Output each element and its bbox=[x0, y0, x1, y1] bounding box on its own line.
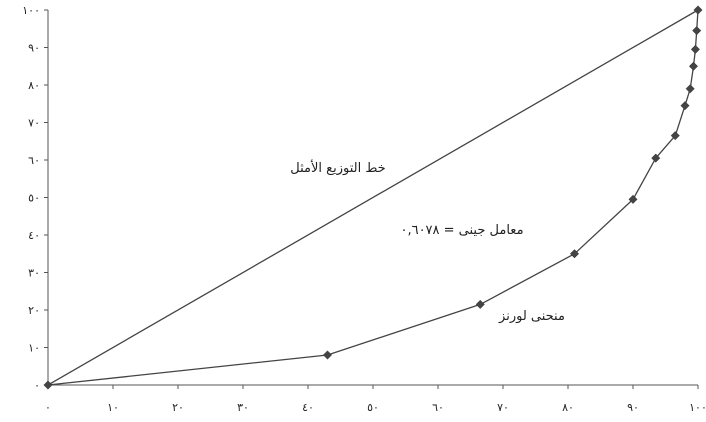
y-tick-label: ٩٠ bbox=[28, 42, 40, 55]
lorenz-point-marker bbox=[692, 26, 702, 36]
x-tick-label: ٩٠ bbox=[627, 401, 639, 414]
lorenz-point-marker bbox=[651, 153, 661, 163]
x-tick-label: ٣٠ bbox=[237, 401, 249, 414]
y-tick-label: ١٠٠ bbox=[22, 4, 40, 17]
lorenz-point-marker bbox=[688, 61, 699, 71]
lorenz-point-marker bbox=[43, 380, 53, 390]
lorenz-point-marker bbox=[685, 84, 695, 94]
x-tick-label: ٥٠ bbox=[367, 401, 379, 414]
y-tick-label: ٢٠ bbox=[28, 304, 40, 317]
lorenz-point-marker bbox=[690, 44, 700, 54]
y-tick-label: ٧٠ bbox=[28, 117, 40, 130]
lorenz-point-marker bbox=[628, 194, 638, 204]
y-tick-label: ٤٠ bbox=[28, 229, 40, 242]
equality-line-label: خط التوزيع الأمثل bbox=[290, 159, 385, 176]
y-tick-label: ١٠ bbox=[28, 342, 40, 355]
x-tick-label: ١٠ bbox=[107, 401, 119, 414]
x-tick-label: ٨٠ bbox=[562, 401, 574, 414]
y-tick-label: ٠ bbox=[34, 379, 40, 392]
x-tick-label: ٢٠ bbox=[172, 401, 184, 414]
x-tick-label: ١٠٠ bbox=[689, 401, 706, 414]
lorenz-point-marker bbox=[693, 5, 703, 15]
y-tick-label: ٥٠ bbox=[28, 192, 40, 205]
x-tick-label: ٦٠ bbox=[432, 401, 444, 414]
y-tick-label: ٨٠ bbox=[28, 79, 40, 92]
lorenz-point-marker bbox=[569, 249, 580, 259]
lorenz-point-marker bbox=[322, 350, 333, 360]
lorenz-point-marker bbox=[680, 101, 690, 111]
y-tick-label: ٦٠ bbox=[28, 154, 40, 167]
x-tick-label: ٧٠ bbox=[497, 401, 509, 414]
equality-line bbox=[47, 9, 699, 386]
x-tick-group: ٠ ١٠ ٢٠ ٣٠ ٤٠ ٥٠ ٦٠ ٧٠ ٨٠ ٩٠ ١٠٠ bbox=[45, 385, 706, 414]
y-tick-group: ٠ ١٠ ٢٠ ٣٠ ٤٠ ٥٠ ٦٠ ٧٠ ٨٠ ٩٠ ١٠٠ bbox=[22, 4, 48, 392]
lorenz-point-marker bbox=[475, 299, 485, 309]
y-tick-label: ٣٠ bbox=[28, 267, 40, 280]
annotation-layer: خط التوزيع الأمثل معامل جينى = ٠,٦٠٧٨ من… bbox=[290, 159, 565, 324]
x-tick-label: ٠ bbox=[45, 401, 51, 414]
lorenz-curve-label: منحنى لورنز bbox=[498, 309, 565, 324]
series-layer bbox=[43, 5, 703, 390]
gini-coefficient-label: معامل جينى = ٠,٦٠٧٨ bbox=[400, 223, 523, 238]
lorenz-point-marker bbox=[670, 131, 680, 141]
x-tick-label: ٤٠ bbox=[302, 401, 314, 414]
